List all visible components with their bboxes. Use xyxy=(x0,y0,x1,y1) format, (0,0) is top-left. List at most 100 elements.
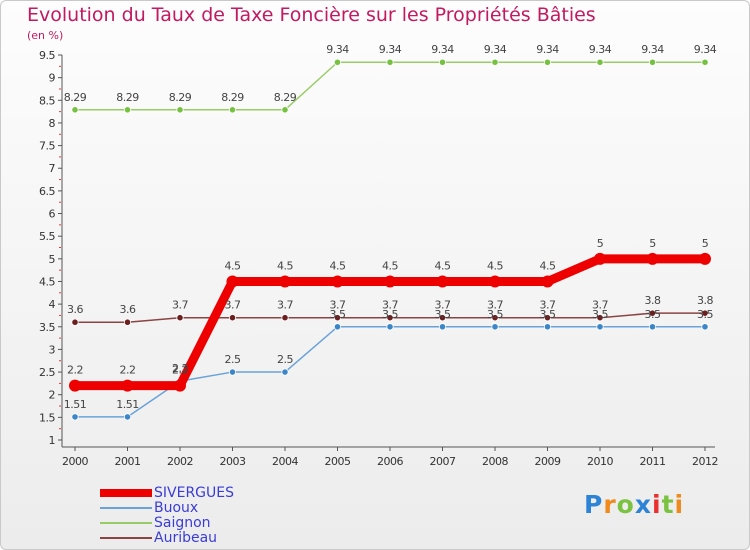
data-point-auribeau xyxy=(228,314,237,322)
y-tick-label: 7.5 xyxy=(39,140,55,153)
data-point-buoux xyxy=(281,368,289,376)
data-point-saignon xyxy=(386,58,394,66)
data-label-buoux: 2.5 xyxy=(225,353,241,366)
x-tick-label: 2001 xyxy=(115,455,141,468)
data-label-sivergues: 5 xyxy=(597,237,604,250)
legend-label: Saignon xyxy=(154,515,211,531)
legend-swatch-saignon xyxy=(100,522,152,524)
logo-letter: x xyxy=(634,490,652,519)
data-label-buoux: 3.5 xyxy=(382,308,398,321)
data-label-auribeau: 3.8 xyxy=(645,294,661,307)
y-tick-label: 1.5 xyxy=(39,411,55,424)
data-point-saignon xyxy=(543,58,552,66)
y-tick-label: 1 xyxy=(49,434,56,447)
data-point-sivergues xyxy=(226,275,239,288)
data-point-saignon xyxy=(71,106,79,114)
y-tick-label: 2 xyxy=(49,389,56,402)
chart-title: Evolution du Taux de Taxe Foncière sur l… xyxy=(27,4,596,26)
y-tick-label: 5 xyxy=(49,253,56,266)
data-point-auribeau xyxy=(648,309,657,317)
legend-swatch-sivergues xyxy=(100,489,152,497)
y-tick-label: 6.5 xyxy=(39,185,55,198)
data-point-auribeau xyxy=(596,314,604,322)
data-point-buoux xyxy=(596,323,604,331)
data-point-saignon xyxy=(176,106,184,114)
x-tick-label: 2005 xyxy=(325,455,351,468)
data-point-saignon xyxy=(596,58,604,66)
data-label-buoux: 2.5 xyxy=(277,353,293,366)
x-tick-label: 2000 xyxy=(62,455,88,468)
data-point-auribeau xyxy=(333,314,342,322)
data-label-saignon: 9.34 xyxy=(589,43,612,56)
data-label-buoux: 3.5 xyxy=(435,308,451,321)
data-label-auribeau: 3.6 xyxy=(120,303,136,316)
data-point-auribeau xyxy=(491,314,499,322)
data-label-sivergues: 4.5 xyxy=(435,259,451,272)
proxiti-logo: Proxiti xyxy=(584,490,684,519)
data-label-saignon: 9.34 xyxy=(326,43,349,56)
data-label-auribeau: 3.7 xyxy=(330,299,346,312)
data-label-sivergues: 5 xyxy=(702,237,709,250)
data-label-buoux: 2.3 xyxy=(172,362,188,375)
legend-item-saignon: Saignon xyxy=(100,515,211,531)
y-tick-label: 3 xyxy=(49,343,56,356)
data-point-buoux xyxy=(228,368,237,376)
data-point-sivergues xyxy=(69,379,81,392)
legend-swatch-auribeau xyxy=(100,537,152,539)
data-label-auribeau: 3.6 xyxy=(67,303,83,316)
data-point-buoux xyxy=(491,323,499,331)
data-label-sivergues: 4.5 xyxy=(277,259,293,272)
data-label-buoux: 3.5 xyxy=(540,308,556,321)
data-label-sivergues: 2.2 xyxy=(172,364,188,377)
data-label-sivergues: 2.2 xyxy=(67,364,83,377)
data-point-auribeau xyxy=(438,314,447,322)
data-point-auribeau xyxy=(281,314,289,322)
data-point-saignon xyxy=(491,58,499,66)
data-label-saignon: 9.34 xyxy=(379,43,402,56)
data-point-sivergues xyxy=(699,252,711,265)
data-label-saignon: 9.34 xyxy=(431,43,454,56)
x-tick-label: 2006 xyxy=(377,455,403,468)
data-point-sivergues xyxy=(121,379,134,392)
data-point-auribeau xyxy=(176,314,184,322)
x-tick-label: 2010 xyxy=(587,455,613,468)
data-label-sivergues: 4.5 xyxy=(382,259,398,272)
logo-letter: P xyxy=(584,490,604,519)
data-label-saignon: 8.29 xyxy=(169,91,192,104)
data-point-saignon xyxy=(333,58,342,66)
legend-label: SIVERGUES xyxy=(154,485,234,501)
data-label-buoux: 3.5 xyxy=(592,308,608,321)
y-tick-label: 8 xyxy=(49,117,56,130)
data-label-auribeau: 3.7 xyxy=(540,299,556,312)
data-label-buoux: 3.5 xyxy=(487,308,503,321)
data-point-sivergues xyxy=(331,275,344,288)
y-tick-label: 4.5 xyxy=(39,275,55,288)
data-label-sivergues: 5 xyxy=(649,237,656,250)
series-line-buoux xyxy=(74,326,706,418)
data-label-auribeau: 3.7 xyxy=(487,299,503,312)
data-label-layer: 8.29 8.29 8.29 8.29 8.29 9.34 9.34 9.34 9.34 9.34… xyxy=(64,43,717,411)
logo-letter: t xyxy=(661,490,675,519)
data-point-saignon xyxy=(123,106,132,114)
x-tick-label: 2008 xyxy=(482,455,508,468)
x-tick-label: 2011 xyxy=(640,455,666,468)
data-point-sivergues xyxy=(489,275,501,288)
data-label-saignon: 9.34 xyxy=(536,43,559,56)
logo-letter: r xyxy=(603,490,617,519)
data-label-buoux: 3.5 xyxy=(645,308,661,321)
y-tick-label: 7 xyxy=(49,162,56,175)
data-label-saignon: 8.29 xyxy=(221,91,244,104)
y-tick-label: 8.5 xyxy=(39,94,55,107)
data-point-saignon xyxy=(281,106,289,114)
y-tick-label: 3.5 xyxy=(39,321,55,334)
data-point-buoux xyxy=(648,323,657,331)
data-label-auribeau: 3.7 xyxy=(172,299,188,312)
x-tick-label: 2007 xyxy=(430,455,456,468)
data-label-saignon: 8.29 xyxy=(116,91,139,104)
data-point-sivergues xyxy=(594,252,606,265)
legend-swatch-buoux xyxy=(100,507,152,509)
data-point-buoux xyxy=(333,323,342,331)
data-point-buoux xyxy=(123,413,132,421)
data-point-buoux xyxy=(386,323,394,331)
